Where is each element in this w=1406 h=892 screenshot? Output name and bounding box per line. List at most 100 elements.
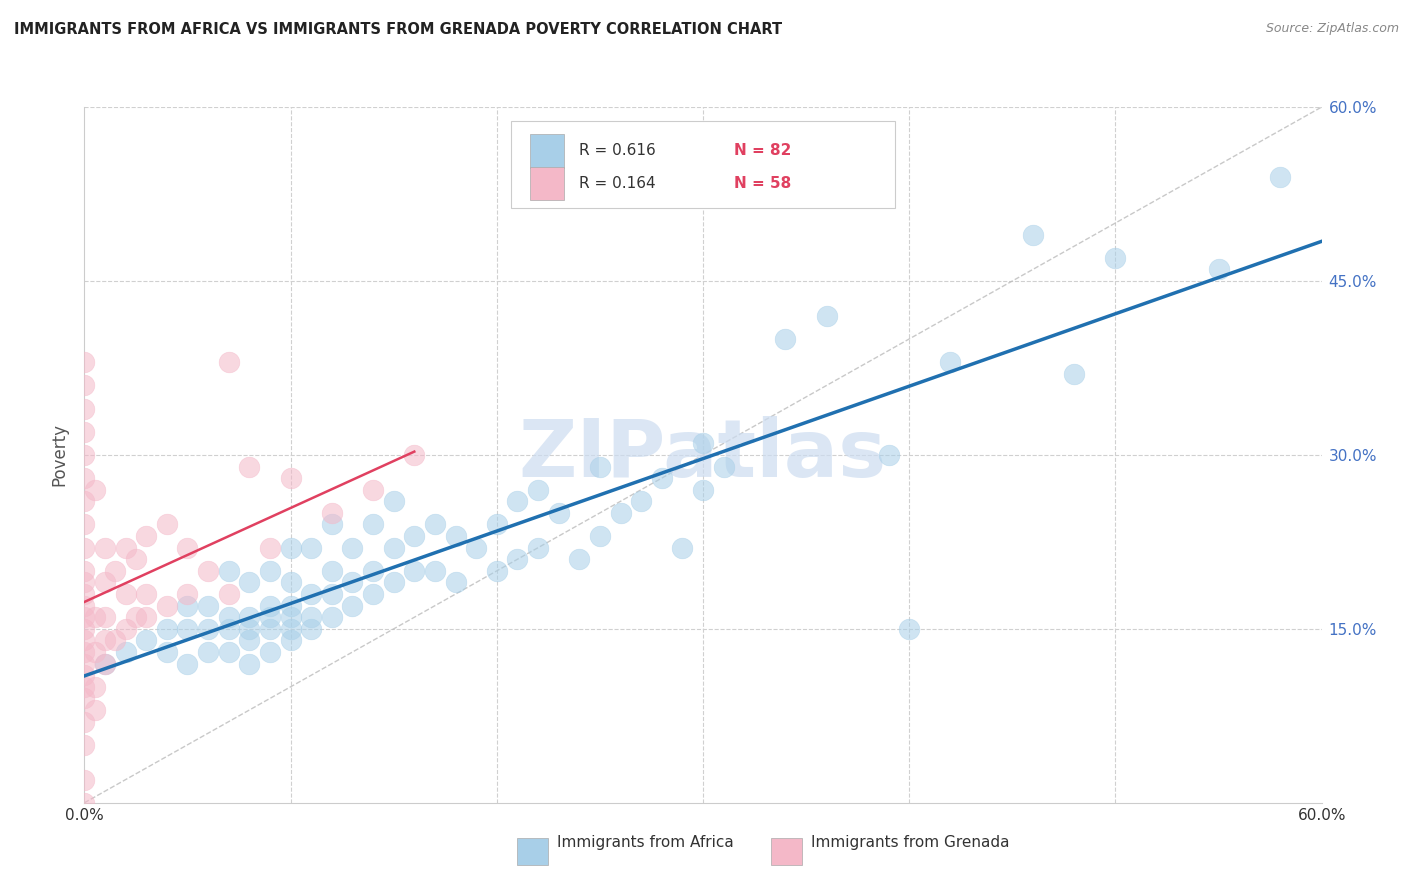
Point xyxy=(382,575,405,590)
Point xyxy=(238,610,260,624)
Point xyxy=(73,738,96,752)
Point xyxy=(321,587,343,601)
Point xyxy=(692,483,714,497)
FancyBboxPatch shape xyxy=(512,121,894,208)
Point xyxy=(83,680,105,694)
Point xyxy=(342,599,364,613)
Point xyxy=(404,529,426,543)
Point xyxy=(423,564,446,578)
Point xyxy=(73,599,96,613)
Point xyxy=(73,680,96,694)
Point xyxy=(651,471,673,485)
Point xyxy=(94,633,117,648)
Point xyxy=(238,633,260,648)
Point xyxy=(176,541,198,555)
Point xyxy=(321,610,343,624)
Point xyxy=(156,622,179,636)
Text: N = 82: N = 82 xyxy=(734,144,792,159)
Point xyxy=(73,772,96,787)
FancyBboxPatch shape xyxy=(530,167,564,201)
Point xyxy=(280,633,302,648)
Point xyxy=(73,401,96,416)
Point xyxy=(465,541,488,555)
Point xyxy=(73,425,96,439)
Point xyxy=(218,645,240,659)
Point xyxy=(1063,367,1085,381)
Point xyxy=(83,703,105,717)
Point xyxy=(114,645,136,659)
Point xyxy=(671,541,693,555)
Point xyxy=(280,471,302,485)
Point xyxy=(342,575,364,590)
Text: IMMIGRANTS FROM AFRICA VS IMMIGRANTS FROM GRENADA POVERTY CORRELATION CHART: IMMIGRANTS FROM AFRICA VS IMMIGRANTS FRO… xyxy=(14,22,782,37)
Text: ZIPatlas: ZIPatlas xyxy=(519,416,887,494)
Point xyxy=(299,622,322,636)
Point xyxy=(1208,262,1230,277)
Point xyxy=(73,378,96,392)
Point xyxy=(73,517,96,532)
Point xyxy=(506,494,529,508)
Point xyxy=(280,622,302,636)
Point xyxy=(815,309,838,323)
Point xyxy=(73,610,96,624)
Point xyxy=(83,645,105,659)
Point xyxy=(218,622,240,636)
Point xyxy=(361,483,384,497)
Point xyxy=(382,541,405,555)
Point xyxy=(114,622,136,636)
Point xyxy=(73,355,96,369)
Point xyxy=(218,355,240,369)
Text: R = 0.616: R = 0.616 xyxy=(579,144,657,159)
Point xyxy=(259,564,281,578)
Point xyxy=(280,610,302,624)
Point xyxy=(73,564,96,578)
Point xyxy=(444,529,467,543)
Y-axis label: Poverty: Poverty xyxy=(51,424,69,486)
Point xyxy=(877,448,900,462)
Point xyxy=(444,575,467,590)
Point xyxy=(73,575,96,590)
Point xyxy=(197,564,219,578)
Point xyxy=(94,575,117,590)
Point xyxy=(547,506,569,520)
Point xyxy=(321,517,343,532)
Point xyxy=(73,657,96,671)
Point xyxy=(135,529,157,543)
Point xyxy=(713,459,735,474)
Point xyxy=(125,610,148,624)
Point xyxy=(404,448,426,462)
Point xyxy=(342,541,364,555)
Point xyxy=(485,564,508,578)
Point xyxy=(423,517,446,532)
Point xyxy=(197,622,219,636)
Point xyxy=(83,483,105,497)
Point xyxy=(280,599,302,613)
Point xyxy=(73,622,96,636)
Point xyxy=(321,564,343,578)
Point xyxy=(299,587,322,601)
Point xyxy=(382,494,405,508)
Point xyxy=(321,506,343,520)
Point xyxy=(692,436,714,450)
Text: R = 0.164: R = 0.164 xyxy=(579,176,655,191)
Point xyxy=(197,599,219,613)
Point xyxy=(589,459,612,474)
FancyBboxPatch shape xyxy=(517,838,548,865)
Point xyxy=(609,506,631,520)
Point xyxy=(218,564,240,578)
Point xyxy=(176,599,198,613)
Point xyxy=(259,541,281,555)
Point xyxy=(156,645,179,659)
Point xyxy=(259,622,281,636)
Point xyxy=(104,564,127,578)
Point xyxy=(775,332,797,346)
Point xyxy=(218,587,240,601)
Point xyxy=(114,541,136,555)
Point xyxy=(1270,169,1292,184)
Point xyxy=(135,610,157,624)
Point xyxy=(94,657,117,671)
Point xyxy=(238,622,260,636)
Point xyxy=(280,575,302,590)
Point xyxy=(238,657,260,671)
Text: Immigrants from Grenada: Immigrants from Grenada xyxy=(811,835,1010,850)
